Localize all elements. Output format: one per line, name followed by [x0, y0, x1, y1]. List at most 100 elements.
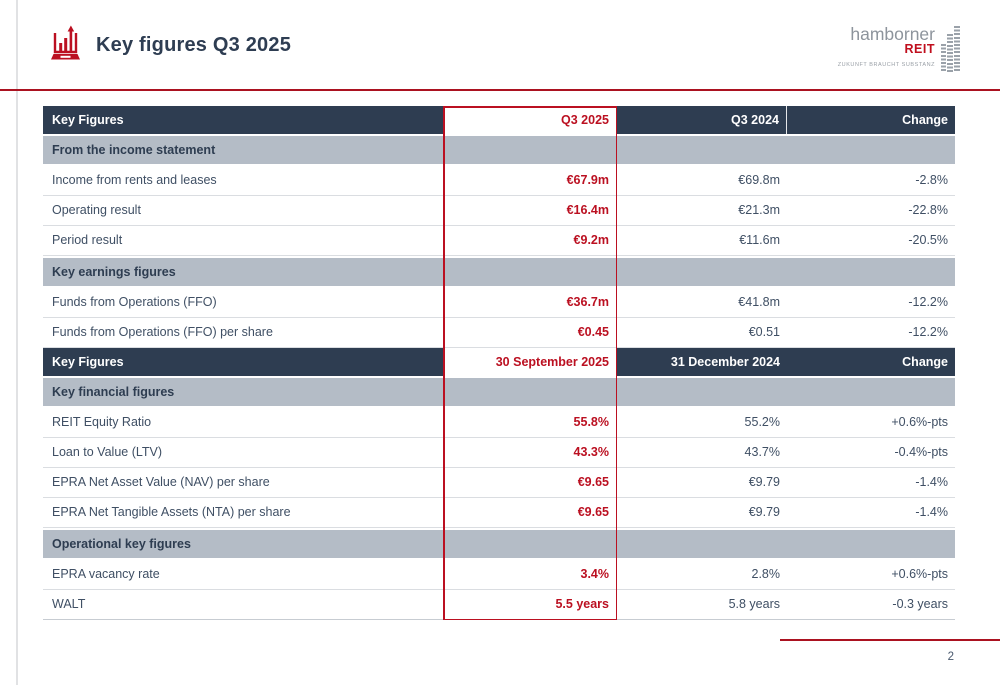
value-change: -12.2%: [908, 325, 948, 339]
section-label: From the income statement: [52, 143, 216, 157]
section-row: Operational key figures: [43, 530, 955, 558]
slide-header: Key figures Q3 2025: [50, 24, 291, 66]
table-row: Funds from Operations (FFO) per share €0.…: [43, 318, 955, 348]
section-cell: [617, 258, 787, 286]
section-cell: [617, 378, 787, 406]
section-cell: [787, 136, 955, 164]
row-label: WALT: [52, 597, 86, 611]
section-cell: [617, 136, 787, 164]
value-change: -1.4%: [915, 475, 948, 489]
value-change: -0.4%-pts: [894, 445, 949, 459]
value-previous: 43.7%: [744, 445, 780, 459]
value-current: €36.7m: [566, 295, 609, 309]
value-previous: €9.79: [748, 505, 780, 519]
table-row: Funds from Operations (FFO) €36.7m €41.8m -…: [43, 288, 955, 318]
section-label: Key financial figures: [52, 385, 175, 399]
value-current: 55.8%: [573, 415, 609, 429]
value-previous: 5.8 years: [728, 597, 780, 611]
highlight-column-border-top: [443, 106, 617, 108]
section-cell: [787, 258, 955, 286]
value-current: €16.4m: [566, 203, 609, 217]
key-figures-table: Key Figures Q3 2025 Q3 2024 Change From the …: [43, 106, 955, 620]
section-cell: [444, 258, 617, 286]
section-cell: [787, 530, 955, 558]
header-cell-change: Change: [902, 113, 948, 127]
value-previous: €9.79: [748, 475, 780, 489]
header-rule: [0, 89, 1000, 91]
section-row: From the income statement: [43, 136, 955, 164]
row-label: Funds from Operations (FFO): [52, 295, 217, 309]
footer-rule: [780, 639, 1000, 641]
header-cell-label: Key Figures: [52, 355, 124, 369]
logo-brand: REIT: [904, 42, 935, 56]
section-label: Operational key figures: [52, 537, 191, 551]
value-previous: €11.6m: [739, 233, 780, 247]
highlight-column-border-right: [615, 106, 617, 620]
header-cell-current: Q3 2025: [444, 106, 617, 134]
logo-name: hamborner: [850, 24, 935, 44]
value-change: -12.2%: [908, 295, 948, 309]
value-current: €9.65: [577, 475, 609, 489]
value-change: -2.8%: [915, 173, 948, 187]
value-current: 5.5 years: [555, 597, 609, 611]
logo-tagline: ZUKUNFT BRAUCHT SUBSTANZ: [837, 62, 935, 68]
header-row: Key Figures Q3 2025 Q3 2024 Change: [43, 106, 955, 134]
row-label: Period result: [52, 233, 123, 247]
table-row: EPRA Net Asset Value (NAV) per share €9.6…: [43, 468, 955, 498]
table-row: WALT 5.5 years 5.8 years -0.3 years: [43, 590, 955, 620]
row-label: EPRA vacancy rate: [52, 567, 160, 581]
value-change: -0.3 years: [892, 597, 948, 611]
company-logo: hamborner REIT ZUKUNFT BRAUCHT SUBSTANZ: [837, 24, 960, 72]
value-current: €0.45: [577, 325, 609, 339]
section-cell: [787, 378, 955, 406]
row-label: EPRA Net Asset Value (NAV) per share: [52, 475, 270, 489]
value-previous: €69.8m: [738, 173, 780, 187]
value-current: €67.9m: [566, 173, 609, 187]
section-cell: [444, 530, 617, 558]
building-icon-column: [947, 34, 953, 72]
page-title: Key figures Q3 2025: [96, 33, 292, 56]
header-cell-current: 30 September 2025: [444, 348, 617, 376]
value-change: +0.6%-pts: [891, 415, 948, 429]
header-cell-label: Key Figures: [52, 113, 124, 127]
header-cell-previous: Q3 2024: [617, 106, 787, 134]
section-row: Key earnings figures: [43, 258, 955, 286]
row-label: REIT Equity Ratio: [52, 415, 152, 429]
logo-text: hamborner REIT ZUKUNFT BRAUCHT SUBSTANZ: [837, 24, 935, 72]
row-label: Loan to Value (LTV): [52, 445, 163, 459]
value-previous: €41.8m: [738, 295, 780, 309]
row-label: Funds from Operations (FFO) per share: [52, 325, 273, 339]
section-cell: [444, 136, 617, 164]
value-current: 43.3%: [573, 445, 609, 459]
value-change: -22.8%: [908, 203, 948, 217]
header-row: Key Figures 30 September 2025 31 December …: [43, 348, 955, 376]
value-current: €9.2m: [573, 233, 609, 247]
table-row: EPRA vacancy rate 3.4% 2.8% +0.6%-pts: [43, 560, 955, 590]
section-cell: [444, 378, 617, 406]
page-number: 2: [947, 651, 954, 663]
value-previous: €21.3m: [738, 203, 780, 217]
building-icon-column: [954, 26, 960, 72]
table-row: Period result €9.2m €11.6m -20.5%: [43, 226, 955, 256]
value-change: -20.5%: [908, 233, 948, 247]
value-previous: €0.51: [748, 325, 780, 339]
table-row: REIT Equity Ratio 55.8% 55.2% +0.6%-pts: [43, 408, 955, 438]
building-icon-column: [941, 44, 946, 72]
left-edge-divider: [16, 0, 18, 685]
table-row: Operating result €16.4m €21.3m -22.8%: [43, 196, 955, 226]
section-row: Key financial figures: [43, 378, 955, 406]
highlight-column-border-bottom: [443, 618, 617, 620]
table-row: EPRA Net Tangible Assets (NTA) per share…: [43, 498, 955, 528]
value-previous: 55.2%: [744, 415, 780, 429]
row-label: Operating result: [52, 203, 141, 217]
table-row: Income from rents and leases €67.9m €69.8m…: [43, 166, 955, 196]
row-label: Income from rents and leases: [52, 173, 217, 187]
building-icon: [941, 26, 960, 72]
value-change: +0.6%-pts: [891, 567, 948, 581]
header-cell-previous: 31 December 2024: [670, 355, 780, 369]
value-change: -1.4%: [915, 505, 948, 519]
value-current: €9.65: [577, 505, 609, 519]
table-row: Loan to Value (LTV) 43.3% 43.7% -0.4%-pts: [43, 438, 955, 468]
bar-chart-laptop-icon: [50, 24, 81, 67]
